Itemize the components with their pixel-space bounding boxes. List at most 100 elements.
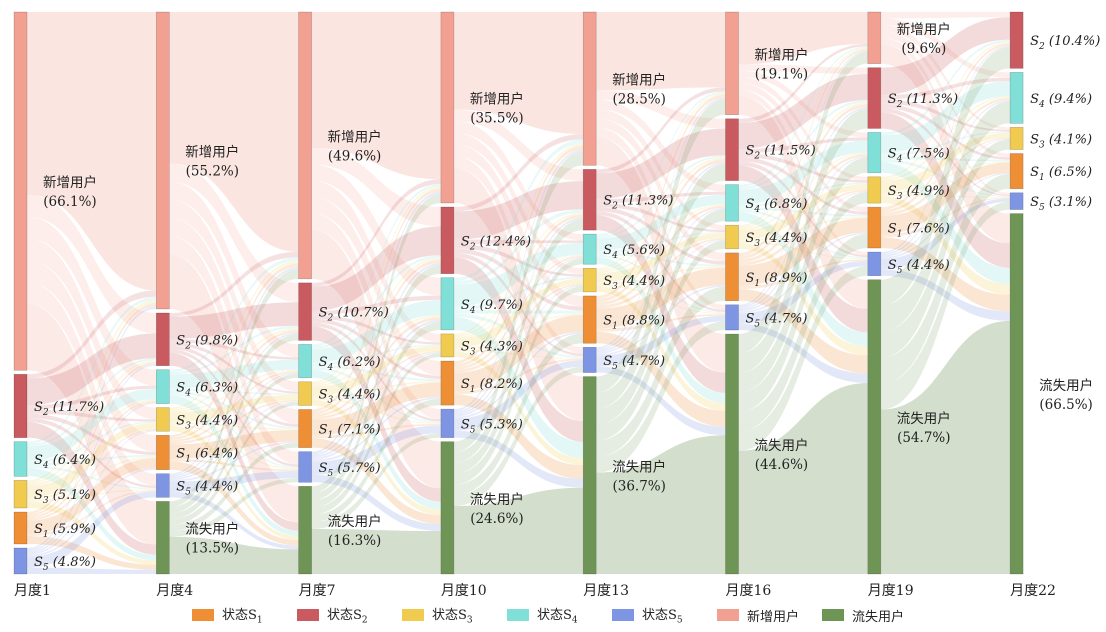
label-6-s4: S4 (7.5%) <box>888 147 950 165</box>
label-pct-6-new: (9.6%) <box>901 41 946 57</box>
flow-new-to-s3 <box>880 24 1011 130</box>
flow-s3-to-s2 <box>453 212 584 337</box>
flow-new-to-lost <box>596 137 726 373</box>
flow-new-to-s3 <box>27 238 157 420</box>
node-月度19-s5 <box>867 251 882 277</box>
flow-s4-to-s4 <box>169 359 299 389</box>
flow-s4-to-s4 <box>880 81 1011 154</box>
flow-s5-to-s4 <box>453 257 584 415</box>
flow-s4-to-s3 <box>596 232 726 253</box>
flow-s3-to-s2 <box>596 157 726 272</box>
flow-s5-to-s5 <box>738 260 868 324</box>
flow-s4-to-s4 <box>311 299 441 363</box>
flow-s3-to-s4 <box>880 96 1011 181</box>
node-月度1-s3 <box>13 480 28 509</box>
flow-s3-to-s3 <box>738 183 868 240</box>
flow-s3-to-s2 <box>738 102 868 229</box>
label-4-s5: S5 (4.7%) <box>603 354 665 372</box>
flow-lost-to-s4 <box>596 209 726 425</box>
flow-s1-to-s2 <box>738 104 868 260</box>
flow-s2-to-s5 <box>27 417 157 488</box>
flow-s2-to-new <box>169 251 299 317</box>
flow-s5-to-s5 <box>311 425 441 475</box>
flow-s3-to-s4 <box>169 369 299 413</box>
node-月度1-s4 <box>13 441 28 477</box>
flow-s1-to-s4 <box>27 400 157 519</box>
flow-new-to-s3 <box>169 199 299 392</box>
flow-s2-to-s5 <box>453 252 584 356</box>
flow-s4-to-s2 <box>880 39 1011 136</box>
flow-s1-to-s2 <box>596 158 726 303</box>
flow-s1-to-new <box>453 145 584 364</box>
node-月度7-s4 <box>298 344 312 379</box>
node-月度1-new <box>13 11 28 371</box>
node-月度1-s1 <box>13 511 28 545</box>
legend: 状态S1 状态S2 状态S3 状态S4 状态S5 新增用户 流失用户 <box>0 600 1106 630</box>
flow-s3-to-lost <box>596 286 726 411</box>
label-name-5-new: 新增用户 <box>755 46 809 63</box>
label-1-s5: S5 (4.4%) <box>176 480 238 498</box>
label-name-1-new: 新增用户 <box>185 143 239 160</box>
node-月度19-s3 <box>867 176 882 204</box>
flow-new-to-s4 <box>27 216 157 386</box>
flow-lost-to-lost <box>880 320 1011 574</box>
flow-s2-to-s2 <box>596 128 726 200</box>
legend-swatch-new <box>717 609 739 621</box>
flow-s3-to-lost <box>738 243 868 356</box>
node-月度22-s1 <box>1009 153 1024 190</box>
node-月度19-lost <box>867 279 882 575</box>
flow-s1-to-s3 <box>596 238 726 309</box>
legend-item-s5: 状态S5 <box>612 606 683 626</box>
flow-lost-to-s3 <box>311 353 441 515</box>
label-0-s5: S5 (4.8%) <box>34 555 96 573</box>
flow-s4-to-s3 <box>311 344 441 366</box>
node-月度4-s2 <box>156 312 170 367</box>
flow-new-to-lost <box>453 167 584 422</box>
node-月度13-s2 <box>582 169 597 231</box>
flow-new-to-lost <box>311 229 441 489</box>
flow-s3-to-s1 <box>880 161 1011 195</box>
flow-s5-to-lost <box>738 323 868 383</box>
flow-lost-to-s2 <box>311 265 441 501</box>
flow-lost-to-lost <box>596 435 726 574</box>
flow-s1-to-s2 <box>453 214 584 367</box>
label-name-1-lost: 流失用户 <box>185 521 239 538</box>
flow-s4-to-s1 <box>311 365 441 382</box>
flow-s2-to-s4 <box>453 239 584 245</box>
label-5-s5: S5 (4.7%) <box>746 311 808 329</box>
label-name-3-new: 新增用户 <box>470 90 524 107</box>
node-月度19-s4 <box>867 132 882 174</box>
flow-new-to-s1 <box>453 144 584 307</box>
flow-s4-to-s1 <box>596 252 726 267</box>
flow-new-to-s3 <box>311 180 441 343</box>
flow-s1-to-s2 <box>169 330 299 440</box>
label-3-s5: S5 (5.3%) <box>461 417 523 435</box>
flow-s3-to-s2 <box>880 41 1011 179</box>
flow-s4-to-s5 <box>27 465 157 490</box>
label-3-s4: S4 (9.7%) <box>461 298 523 316</box>
flow-s1-to-s1 <box>880 162 1011 235</box>
flow-s1-to-s5 <box>27 490 157 537</box>
month-label-6: 月度19 <box>868 583 914 599</box>
flow-s1-to-s1 <box>453 315 584 392</box>
label-0-s2: S2 (11.7%) <box>34 400 104 418</box>
flow-s1-to-s1 <box>169 429 299 459</box>
flow-s3-to-s3 <box>169 394 299 423</box>
flow-new-to-s5 <box>596 127 726 310</box>
flow-s1-to-lost <box>738 289 868 374</box>
label-pct-3-new: (35.5%) <box>470 110 523 126</box>
flow-lost-to-s2 <box>169 334 299 514</box>
flow-s2-to-s1 <box>311 318 441 380</box>
flow-s4-to-lost <box>169 395 299 537</box>
label-pct-2-new: (49.6%) <box>328 148 381 164</box>
flow-s4-to-new <box>738 46 868 188</box>
label-1-s2: S2 (9.8%) <box>176 333 238 351</box>
flow-s1-to-s5 <box>738 259 868 290</box>
flow-s1-to-s3 <box>169 400 299 445</box>
flow-lost-to-lost <box>738 382 868 574</box>
node-月度19-s1 <box>867 206 882 249</box>
flow-new-to-s3 <box>453 132 584 275</box>
flow-s1-to-s5 <box>596 313 726 332</box>
node-月度4-new <box>156 11 170 310</box>
flow-s3-to-s4 <box>453 254 584 339</box>
